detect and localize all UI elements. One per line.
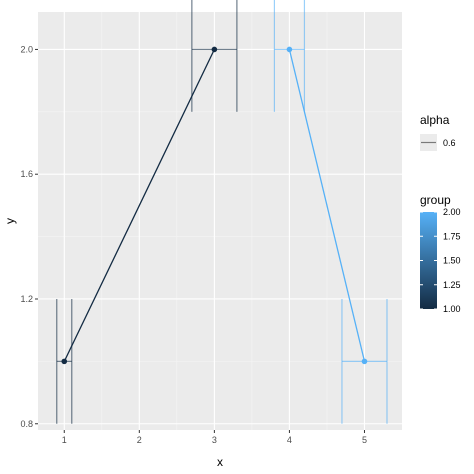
group-legend: group 1.00 1.25 1.50 1.75 2.00 (420, 193, 461, 314)
colorbar-tick-label: 1.00 (443, 304, 461, 314)
data-point (286, 46, 293, 53)
colorbar-tick-label: 1.50 (443, 256, 461, 266)
plot-panel (38, 12, 402, 430)
group-colorbar-ticks: 1.00 1.25 1.50 1.75 2.00 (420, 207, 461, 314)
y-tick-label: 2.0 (20, 44, 33, 54)
x-tick-label: 1 (62, 435, 67, 445)
y-tick-label: 0.8 (20, 419, 33, 429)
data-point (361, 358, 368, 365)
alpha-legend: alpha 0.6 (420, 113, 456, 151)
x-tick-label: 3 (212, 435, 217, 445)
data-point (61, 358, 68, 365)
alpha-legend-label: 0.6 (443, 138, 456, 148)
series-line (63, 49, 215, 362)
x-tick-label: 5 (362, 435, 367, 445)
data-points (61, 46, 368, 365)
alpha-legend-title: alpha (420, 113, 450, 127)
data-point (211, 46, 218, 53)
y-tick-label: 1.2 (20, 294, 33, 304)
error-bars (56, 0, 388, 424)
axis-ticks: 1 2 3 4 5 0.8 1.2 1.6 2.0 (20, 44, 366, 445)
x-tick-label: 4 (287, 435, 292, 445)
group-colorbar (420, 212, 437, 309)
colorbar-tick-label: 1.25 (443, 280, 461, 290)
gridlines (38, 12, 402, 430)
x-tick-label: 2 (137, 435, 142, 445)
colorbar-tick-label: 2.00 (443, 207, 461, 217)
group-legend-title: group (420, 193, 451, 207)
series-line (288, 49, 366, 362)
colorbar-tick-label: 1.75 (443, 231, 461, 241)
y-axis-title: y (3, 218, 17, 224)
y-tick-label: 1.6 (20, 169, 33, 179)
series-lines (63, 49, 366, 362)
x-axis-title: x (217, 455, 223, 469)
